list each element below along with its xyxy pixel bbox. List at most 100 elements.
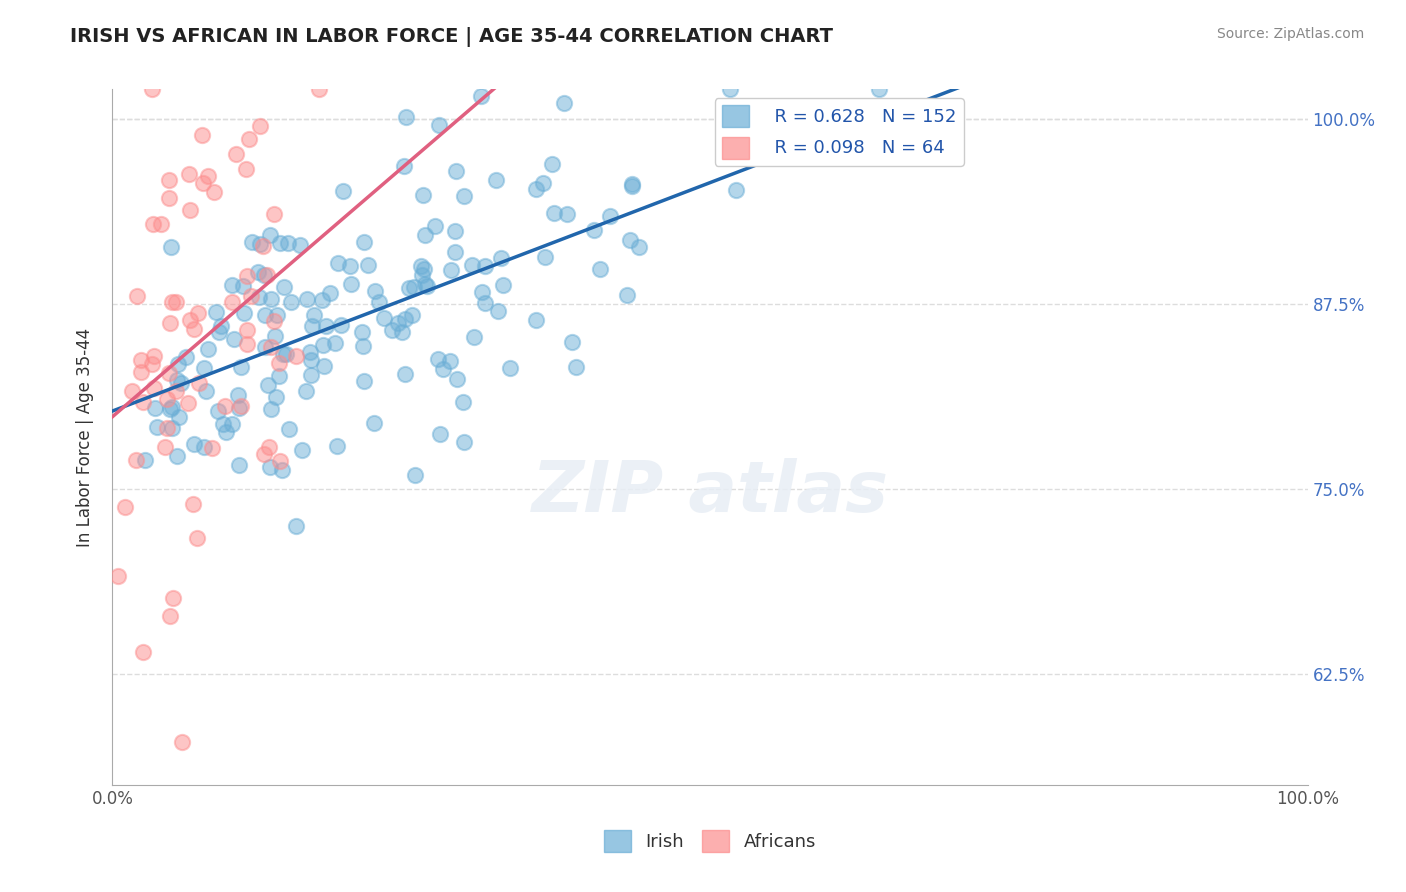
Point xyxy=(409,259,432,273)
Point xyxy=(221,417,243,432)
Point xyxy=(179,202,201,217)
Point xyxy=(221,294,243,309)
Point xyxy=(471,285,494,300)
Point xyxy=(582,223,605,237)
Point xyxy=(488,304,510,318)
Point xyxy=(157,173,180,187)
Point xyxy=(323,335,346,350)
Point xyxy=(160,294,183,309)
Point xyxy=(228,401,250,415)
Point xyxy=(312,359,335,373)
Point xyxy=(236,336,259,351)
Point xyxy=(453,189,475,203)
Point xyxy=(129,352,152,367)
Point xyxy=(167,358,190,372)
Point xyxy=(277,236,299,251)
Point xyxy=(394,367,416,381)
Point xyxy=(131,645,153,659)
Point xyxy=(235,162,257,177)
Point xyxy=(274,347,297,361)
Point xyxy=(411,268,433,282)
Point xyxy=(263,206,285,220)
Point xyxy=(531,176,554,190)
Y-axis label: In Labor Force | Age 35-44: In Labor Force | Age 35-44 xyxy=(76,327,94,547)
Point xyxy=(209,319,232,334)
Point xyxy=(720,82,742,96)
Text: Source: ZipAtlas.com: Source: ZipAtlas.com xyxy=(1216,27,1364,41)
Point xyxy=(259,227,281,242)
Point xyxy=(239,289,262,303)
Point xyxy=(353,374,375,388)
Point xyxy=(132,395,155,409)
Point xyxy=(141,357,163,371)
Point xyxy=(394,311,416,326)
Point xyxy=(461,258,484,272)
Point xyxy=(249,237,271,252)
Point xyxy=(299,353,322,368)
Text: ZIP atlas: ZIP atlas xyxy=(531,458,889,527)
Point xyxy=(183,321,205,335)
Point xyxy=(439,354,461,368)
Point xyxy=(621,178,644,193)
Point xyxy=(269,454,291,468)
Point xyxy=(266,308,288,322)
Point xyxy=(238,131,260,145)
Point xyxy=(273,280,295,294)
Point xyxy=(599,210,621,224)
Point xyxy=(201,441,224,455)
Point xyxy=(256,268,278,283)
Point xyxy=(423,219,446,233)
Point xyxy=(398,281,420,295)
Point xyxy=(402,280,425,294)
Point xyxy=(269,235,291,250)
Point xyxy=(627,240,650,254)
Point xyxy=(444,164,467,178)
Point xyxy=(236,268,259,283)
Point xyxy=(264,390,287,404)
Point xyxy=(311,293,333,308)
Point xyxy=(156,421,179,435)
Point xyxy=(233,305,256,319)
Point xyxy=(432,362,454,376)
Point xyxy=(326,255,349,269)
Point xyxy=(285,519,308,533)
Point xyxy=(159,316,181,330)
Point xyxy=(427,118,450,132)
Point xyxy=(524,182,547,196)
Point xyxy=(191,128,214,143)
Point xyxy=(298,344,321,359)
Text: IRISH VS AFRICAN IN LABOR FORCE | AGE 35-44 CORRELATION CHART: IRISH VS AFRICAN IN LABOR FORCE | AGE 35… xyxy=(70,27,834,46)
Point xyxy=(183,436,205,450)
Point xyxy=(285,349,308,363)
Point xyxy=(177,167,200,181)
Point xyxy=(253,446,276,460)
Point xyxy=(443,224,465,238)
Point xyxy=(339,277,361,292)
Point xyxy=(193,176,215,190)
Point xyxy=(470,88,492,103)
Point xyxy=(159,402,181,417)
Point xyxy=(166,449,188,463)
Point xyxy=(373,311,395,326)
Point xyxy=(413,261,436,276)
Point xyxy=(256,377,278,392)
Point xyxy=(474,259,496,273)
Point xyxy=(254,308,277,322)
Point xyxy=(247,290,270,304)
Point xyxy=(149,217,172,231)
Point xyxy=(215,425,238,439)
Point xyxy=(312,337,335,351)
Point xyxy=(170,735,193,749)
Point xyxy=(146,419,169,434)
Point xyxy=(868,82,890,96)
Point xyxy=(162,591,184,606)
Point xyxy=(453,435,475,450)
Point xyxy=(142,349,165,363)
Point xyxy=(165,295,187,310)
Point xyxy=(533,250,555,264)
Point xyxy=(181,497,204,511)
Point xyxy=(363,416,385,430)
Point xyxy=(264,328,287,343)
Point xyxy=(329,318,352,333)
Point xyxy=(228,388,250,402)
